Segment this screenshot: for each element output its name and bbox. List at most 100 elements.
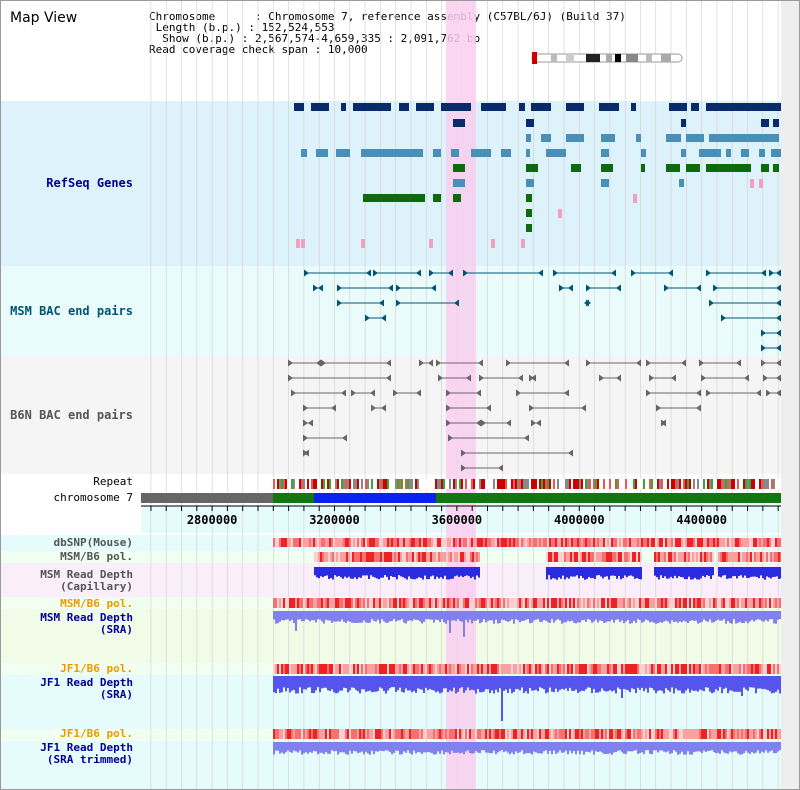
chromosome-ideogram[interactable] bbox=[531, 52, 683, 64]
gene-exon[interactable] bbox=[433, 194, 441, 202]
gene-exon[interactable] bbox=[316, 149, 328, 157]
bac-end-right bbox=[568, 449, 573, 457]
scrollbar[interactable] bbox=[781, 1, 799, 790]
gene-exon[interactable] bbox=[526, 194, 532, 202]
gene-exon[interactable] bbox=[453, 179, 465, 187]
gene-exon[interactable] bbox=[641, 164, 645, 172]
gene-exon[interactable] bbox=[531, 103, 551, 111]
gene-exon[interactable] bbox=[294, 103, 304, 111]
gene-exon[interactable] bbox=[301, 149, 307, 157]
b6n-bac-pairs[interactable] bbox=[288, 359, 781, 472]
gene-exon[interactable] bbox=[546, 149, 566, 157]
gene-exon[interactable] bbox=[571, 164, 581, 172]
ncrna-mark[interactable] bbox=[750, 179, 754, 188]
jf1-b6-pol-label-2[interactable]: JF1/B6 pol. bbox=[60, 727, 133, 740]
gene-exon[interactable] bbox=[341, 103, 346, 111]
msm-depth-sra-label[interactable]: MSM Read Depth (SRA) bbox=[40, 611, 133, 636]
jf1-depth-trim-label[interactable]: JF1 Read Depth (SRA trimmed) bbox=[40, 741, 133, 766]
gene-exon[interactable] bbox=[691, 103, 699, 111]
gene-exon[interactable] bbox=[761, 164, 769, 172]
ncrna-mark[interactable] bbox=[759, 179, 763, 188]
gene-exon[interactable] bbox=[686, 134, 704, 142]
gene-exon[interactable] bbox=[706, 103, 781, 111]
ncrna-mark[interactable] bbox=[521, 239, 525, 248]
jf1-b6-pol-label-1[interactable]: JF1/B6 pol. bbox=[60, 662, 133, 675]
ncrna-mark[interactable] bbox=[361, 239, 365, 248]
msm-bac-label[interactable]: MSM BAC end pairs bbox=[10, 304, 133, 318]
gene-exon[interactable] bbox=[771, 149, 781, 157]
gene-exon[interactable] bbox=[471, 149, 491, 157]
gene-exon[interactable] bbox=[541, 134, 551, 142]
ncrna-mark[interactable] bbox=[296, 239, 300, 248]
gene-exon[interactable] bbox=[441, 103, 471, 111]
jf1-depth-sra-label[interactable]: JF1 Read Depth (SRA) bbox=[40, 676, 133, 701]
gene-exon[interactable] bbox=[566, 103, 584, 111]
gene-exon[interactable] bbox=[773, 119, 779, 127]
gene-exon[interactable] bbox=[501, 149, 511, 157]
gene-exon[interactable] bbox=[601, 149, 609, 157]
gene-exon[interactable] bbox=[686, 164, 700, 172]
gene-exon[interactable] bbox=[526, 209, 532, 217]
gene-exon[interactable] bbox=[773, 164, 779, 172]
gene-exon[interactable] bbox=[699, 149, 721, 157]
ncrna-mark[interactable] bbox=[491, 239, 495, 248]
ncrna-mark[interactable] bbox=[633, 194, 637, 203]
gene-exon[interactable] bbox=[601, 164, 613, 172]
ideogram-position-marker[interactable] bbox=[532, 52, 537, 64]
gene-exon[interactable] bbox=[679, 179, 684, 187]
depth-bar bbox=[765, 742, 767, 751]
gene-exon[interactable] bbox=[311, 103, 329, 111]
gene-exon[interactable] bbox=[526, 119, 534, 127]
gene-exon[interactable] bbox=[599, 103, 619, 111]
ncrna-mark[interactable] bbox=[429, 239, 433, 248]
gene-exon[interactable] bbox=[519, 103, 525, 111]
gene-exon[interactable] bbox=[526, 134, 531, 142]
gene-exon[interactable] bbox=[526, 149, 530, 157]
gene-exon[interactable] bbox=[631, 103, 636, 111]
msm-b6-pol-label-1[interactable]: MSM/B6 pol. bbox=[60, 550, 133, 563]
gene-exon[interactable] bbox=[741, 149, 749, 157]
ncrna-mark[interactable] bbox=[558, 209, 562, 218]
gene-exon[interactable] bbox=[709, 134, 779, 142]
gene-exon[interactable] bbox=[601, 134, 615, 142]
gene-exon[interactable] bbox=[336, 149, 350, 157]
gene-exon[interactable] bbox=[416, 103, 434, 111]
gene-exon[interactable] bbox=[453, 164, 465, 172]
ncrna-mark[interactable] bbox=[301, 239, 305, 248]
gene-exon[interactable] bbox=[526, 179, 534, 187]
depth-bar bbox=[693, 742, 695, 753]
gene-exon[interactable] bbox=[361, 149, 423, 157]
gene-exon[interactable] bbox=[669, 103, 687, 111]
gene-exon[interactable] bbox=[526, 224, 532, 232]
gene-exon[interactable] bbox=[666, 164, 680, 172]
b6n-bac-label[interactable]: B6N BAC end pairs bbox=[10, 408, 133, 422]
msm-bac-pairs[interactable] bbox=[304, 269, 781, 352]
gene-exon[interactable] bbox=[601, 179, 609, 187]
gene-exon[interactable] bbox=[636, 134, 641, 142]
refseq-genes[interactable] bbox=[294, 103, 781, 248]
gene-exon[interactable] bbox=[706, 164, 751, 172]
selection-highlight[interactable] bbox=[446, 1, 476, 790]
gene-exon[interactable] bbox=[666, 134, 681, 142]
gene-exon[interactable] bbox=[399, 103, 409, 111]
gene-exon[interactable] bbox=[453, 119, 465, 127]
gene-exon[interactable] bbox=[453, 194, 461, 202]
msm-depth-cap-label[interactable]: MSM Read Depth (Capillary) bbox=[40, 568, 133, 593]
gene-exon[interactable] bbox=[761, 119, 769, 127]
gene-exon[interactable] bbox=[681, 149, 686, 157]
msm-b6-pol-label-2[interactable]: MSM/B6 pol. bbox=[60, 597, 133, 610]
dbsnp-label[interactable]: dbSNP(Mouse) bbox=[53, 536, 133, 549]
gene-exon[interactable] bbox=[433, 149, 441, 157]
refseq-label[interactable]: RefSeq Genes bbox=[46, 176, 133, 190]
gene-exon[interactable] bbox=[481, 103, 506, 111]
gene-exon[interactable] bbox=[526, 164, 538, 172]
gene-exon[interactable] bbox=[759, 149, 765, 157]
gene-exon[interactable] bbox=[726, 149, 731, 157]
gene-exon[interactable] bbox=[681, 119, 686, 127]
gene-exon[interactable] bbox=[451, 149, 459, 157]
gene-exon[interactable] bbox=[353, 103, 391, 111]
gene-exon[interactable] bbox=[641, 149, 646, 157]
gene-exon[interactable] bbox=[363, 194, 425, 202]
gene-exon[interactable] bbox=[566, 134, 584, 142]
